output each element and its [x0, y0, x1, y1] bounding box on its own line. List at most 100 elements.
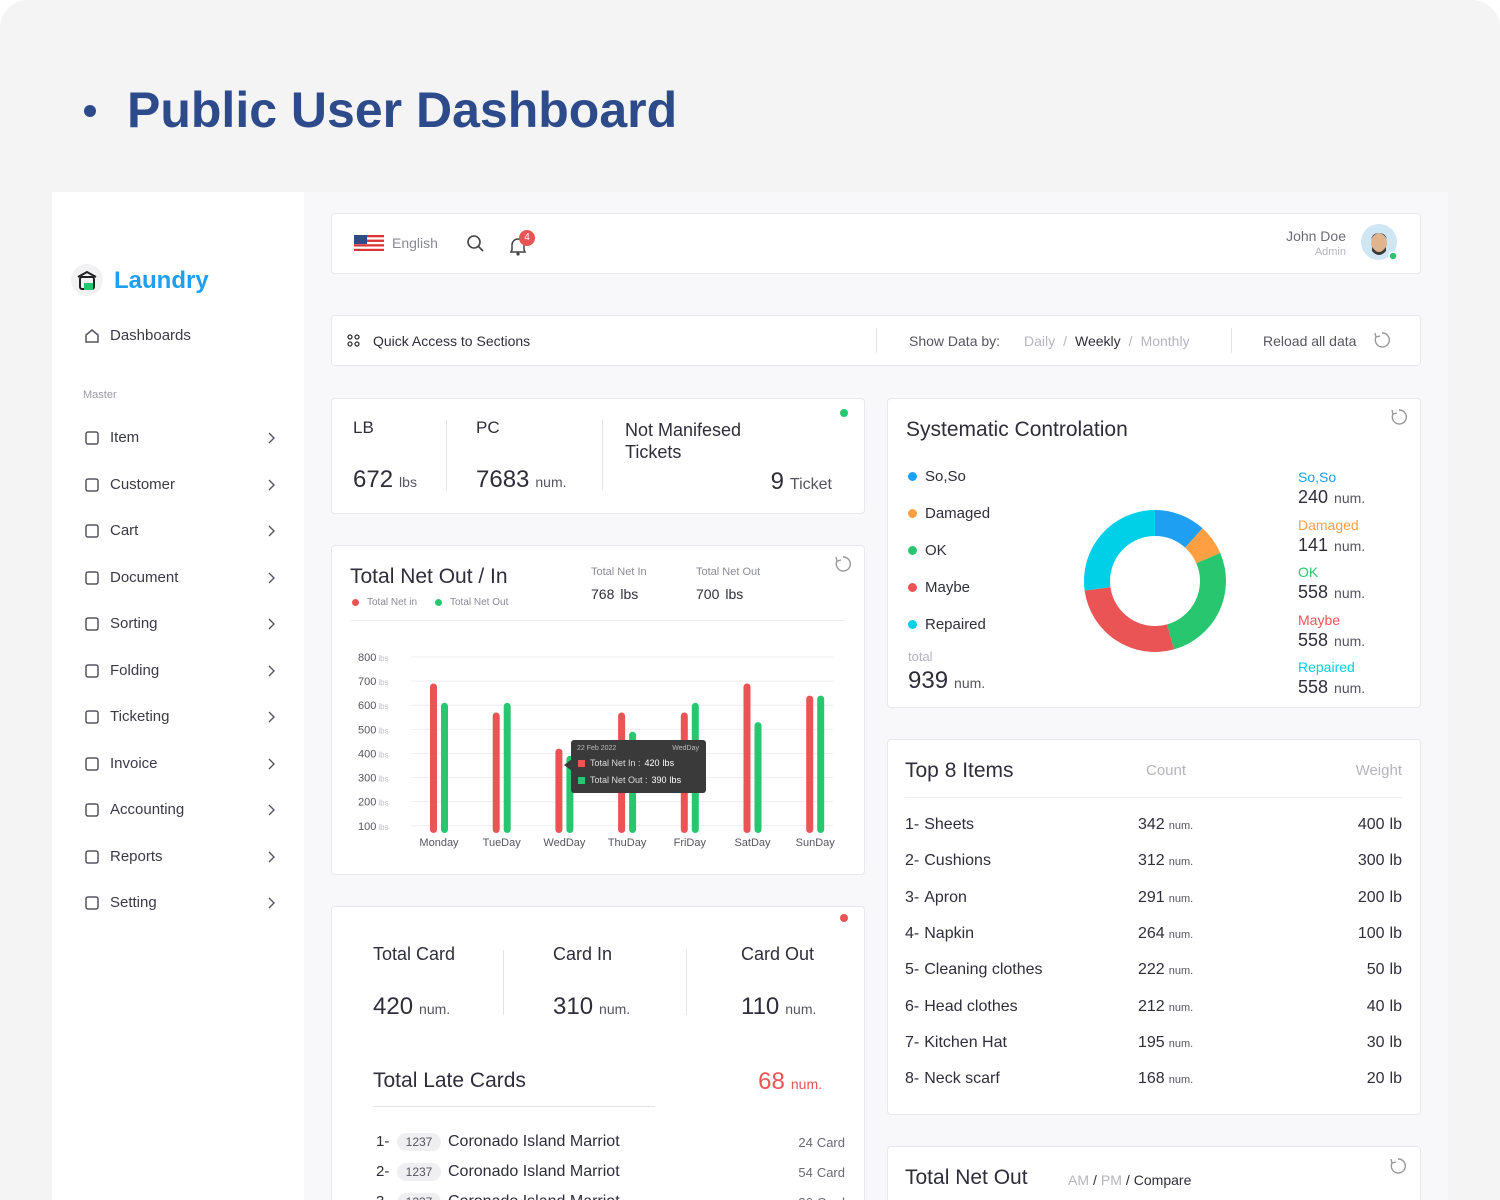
value: 20	[1366, 1070, 1385, 1088]
avatar[interactable]	[1360, 223, 1400, 263]
item-weight: 30 lb	[1290, 1034, 1402, 1051]
header-bar	[331, 213, 1421, 274]
nav-item[interactable]: Document	[110, 568, 179, 586]
name: Neck scarf	[924, 1070, 1000, 1088]
nav-item[interactable]: Cart	[110, 522, 139, 539]
search-icon[interactable]	[466, 234, 484, 252]
rank: 1-	[905, 816, 920, 833]
controls-card	[887, 398, 1421, 708]
nav-item[interactable]: Ticketing	[110, 708, 170, 725]
sections-icon	[347, 334, 360, 347]
nav-item[interactable]: Item	[110, 429, 140, 446]
legend-label[interactable]: Total Net in	[367, 597, 418, 608]
name: Kitchen Hat	[924, 1033, 1007, 1051]
divider	[876, 328, 877, 353]
nav-item[interactable]: Dashboards	[110, 327, 191, 344]
show-by-label: Show Data by:	[909, 333, 1001, 349]
stat-value: 110 num.	[741, 995, 816, 1019]
nav-item[interactable]: Customer	[110, 475, 176, 493]
reload-icon[interactable]	[1390, 408, 1408, 426]
period-option[interactable]: Weekly	[1075, 333, 1121, 349]
chevron	[268, 479, 275, 490]
value: 310	[553, 993, 594, 1020]
brand-name: Laundry	[114, 267, 209, 294]
nav-icon	[85, 849, 99, 864]
unit: lb	[1389, 1070, 1402, 1088]
nav-item[interactable]: Folding	[110, 661, 160, 679]
unit: num.	[790, 1076, 822, 1092]
nav-item[interactable]: Setting	[110, 894, 157, 911]
separator: /	[1093, 1172, 1097, 1188]
nav-item[interactable]: Reports	[110, 847, 163, 865]
tooltip-swatch	[578, 777, 585, 784]
stat-label: Total Card	[373, 944, 456, 964]
name: Apron	[924, 888, 967, 906]
period-option[interactable]: Daily	[1024, 333, 1056, 349]
option[interactable]: AM	[1068, 1172, 1089, 1188]
reload-icon[interactable]	[1373, 331, 1391, 349]
value: 700	[696, 586, 720, 602]
unit: lbs	[669, 775, 682, 785]
late-label: Total Late Cards	[373, 1069, 526, 1092]
unit: num.	[1334, 537, 1366, 554]
unit: lb	[1389, 961, 1402, 979]
net-out-card	[887, 1146, 1421, 1200]
x-tick-label: ThuDay	[608, 837, 647, 849]
legend-label[interactable]: Maybe	[925, 579, 971, 596]
y-tick-label: 100 lbs	[358, 821, 389, 833]
item-weight: 400 lb	[1290, 817, 1402, 833]
total-value: 939 num.	[908, 669, 985, 693]
nav-item[interactable]: Invoice	[110, 754, 158, 772]
unit: num.	[419, 1001, 451, 1017]
rank: 6-	[905, 997, 920, 1015]
bullet	[84, 105, 96, 117]
unit: Card	[816, 1165, 845, 1180]
item-name: 3- Apron	[905, 888, 967, 906]
tooltip	[571, 740, 706, 793]
legend-dot	[435, 599, 442, 606]
icon-shape	[85, 756, 99, 771]
option-switch: AM / PM / Compare	[1068, 1173, 1191, 1187]
card-count: 24 Card	[745, 1136, 845, 1149]
unit: num.	[1334, 585, 1366, 601]
option[interactable]: PM	[1100, 1172, 1122, 1188]
quick-access[interactable]: Quick Access to Sections	[373, 333, 531, 349]
nav-item[interactable]: Accounting	[110, 801, 185, 818]
reload-icon[interactable]	[834, 555, 852, 573]
value: 168	[1138, 1070, 1165, 1088]
language[interactable]: English	[392, 235, 438, 251]
legend-label[interactable]: OK	[925, 542, 947, 559]
icon-shape	[85, 477, 99, 492]
value: 240	[1298, 487, 1329, 507]
tick-unit: lbs	[378, 726, 388, 735]
divider	[350, 620, 845, 621]
period-switch: Daily / Weekly / Monthly	[1024, 334, 1190, 348]
chevron-shape	[268, 479, 275, 490]
tick-value: 700	[358, 676, 376, 688]
chevron-shape	[268, 851, 275, 862]
reload-all[interactable]: Reload all data	[1263, 333, 1357, 349]
option[interactable]: Compare	[1133, 1172, 1192, 1188]
chevron-shape	[268, 758, 275, 769]
chevron-shape	[268, 525, 275, 537]
total-value: 768 lbs	[591, 587, 638, 601]
tooltip-category: WedDay	[672, 745, 699, 752]
legend-label: So,So	[1298, 469, 1337, 485]
value: 400	[1357, 816, 1385, 833]
legend-label[interactable]: Total Net Out	[450, 597, 509, 608]
bar	[754, 722, 762, 833]
legend-label[interactable]: Repaired	[925, 616, 986, 633]
unit: num.	[1168, 965, 1194, 978]
nav-icon	[85, 570, 99, 585]
nav-item[interactable]: Sorting	[110, 615, 158, 632]
unit: num.	[535, 474, 567, 490]
tick-value: 400	[358, 748, 376, 760]
reload-icon[interactable]	[1389, 1157, 1407, 1175]
bar	[430, 683, 437, 833]
legend-label[interactable]: So,So	[925, 468, 966, 485]
period-option[interactable]: Monthly	[1140, 333, 1190, 349]
legend-label[interactable]: Damaged	[925, 505, 991, 522]
legend-dot	[352, 599, 359, 606]
bar	[743, 683, 751, 833]
